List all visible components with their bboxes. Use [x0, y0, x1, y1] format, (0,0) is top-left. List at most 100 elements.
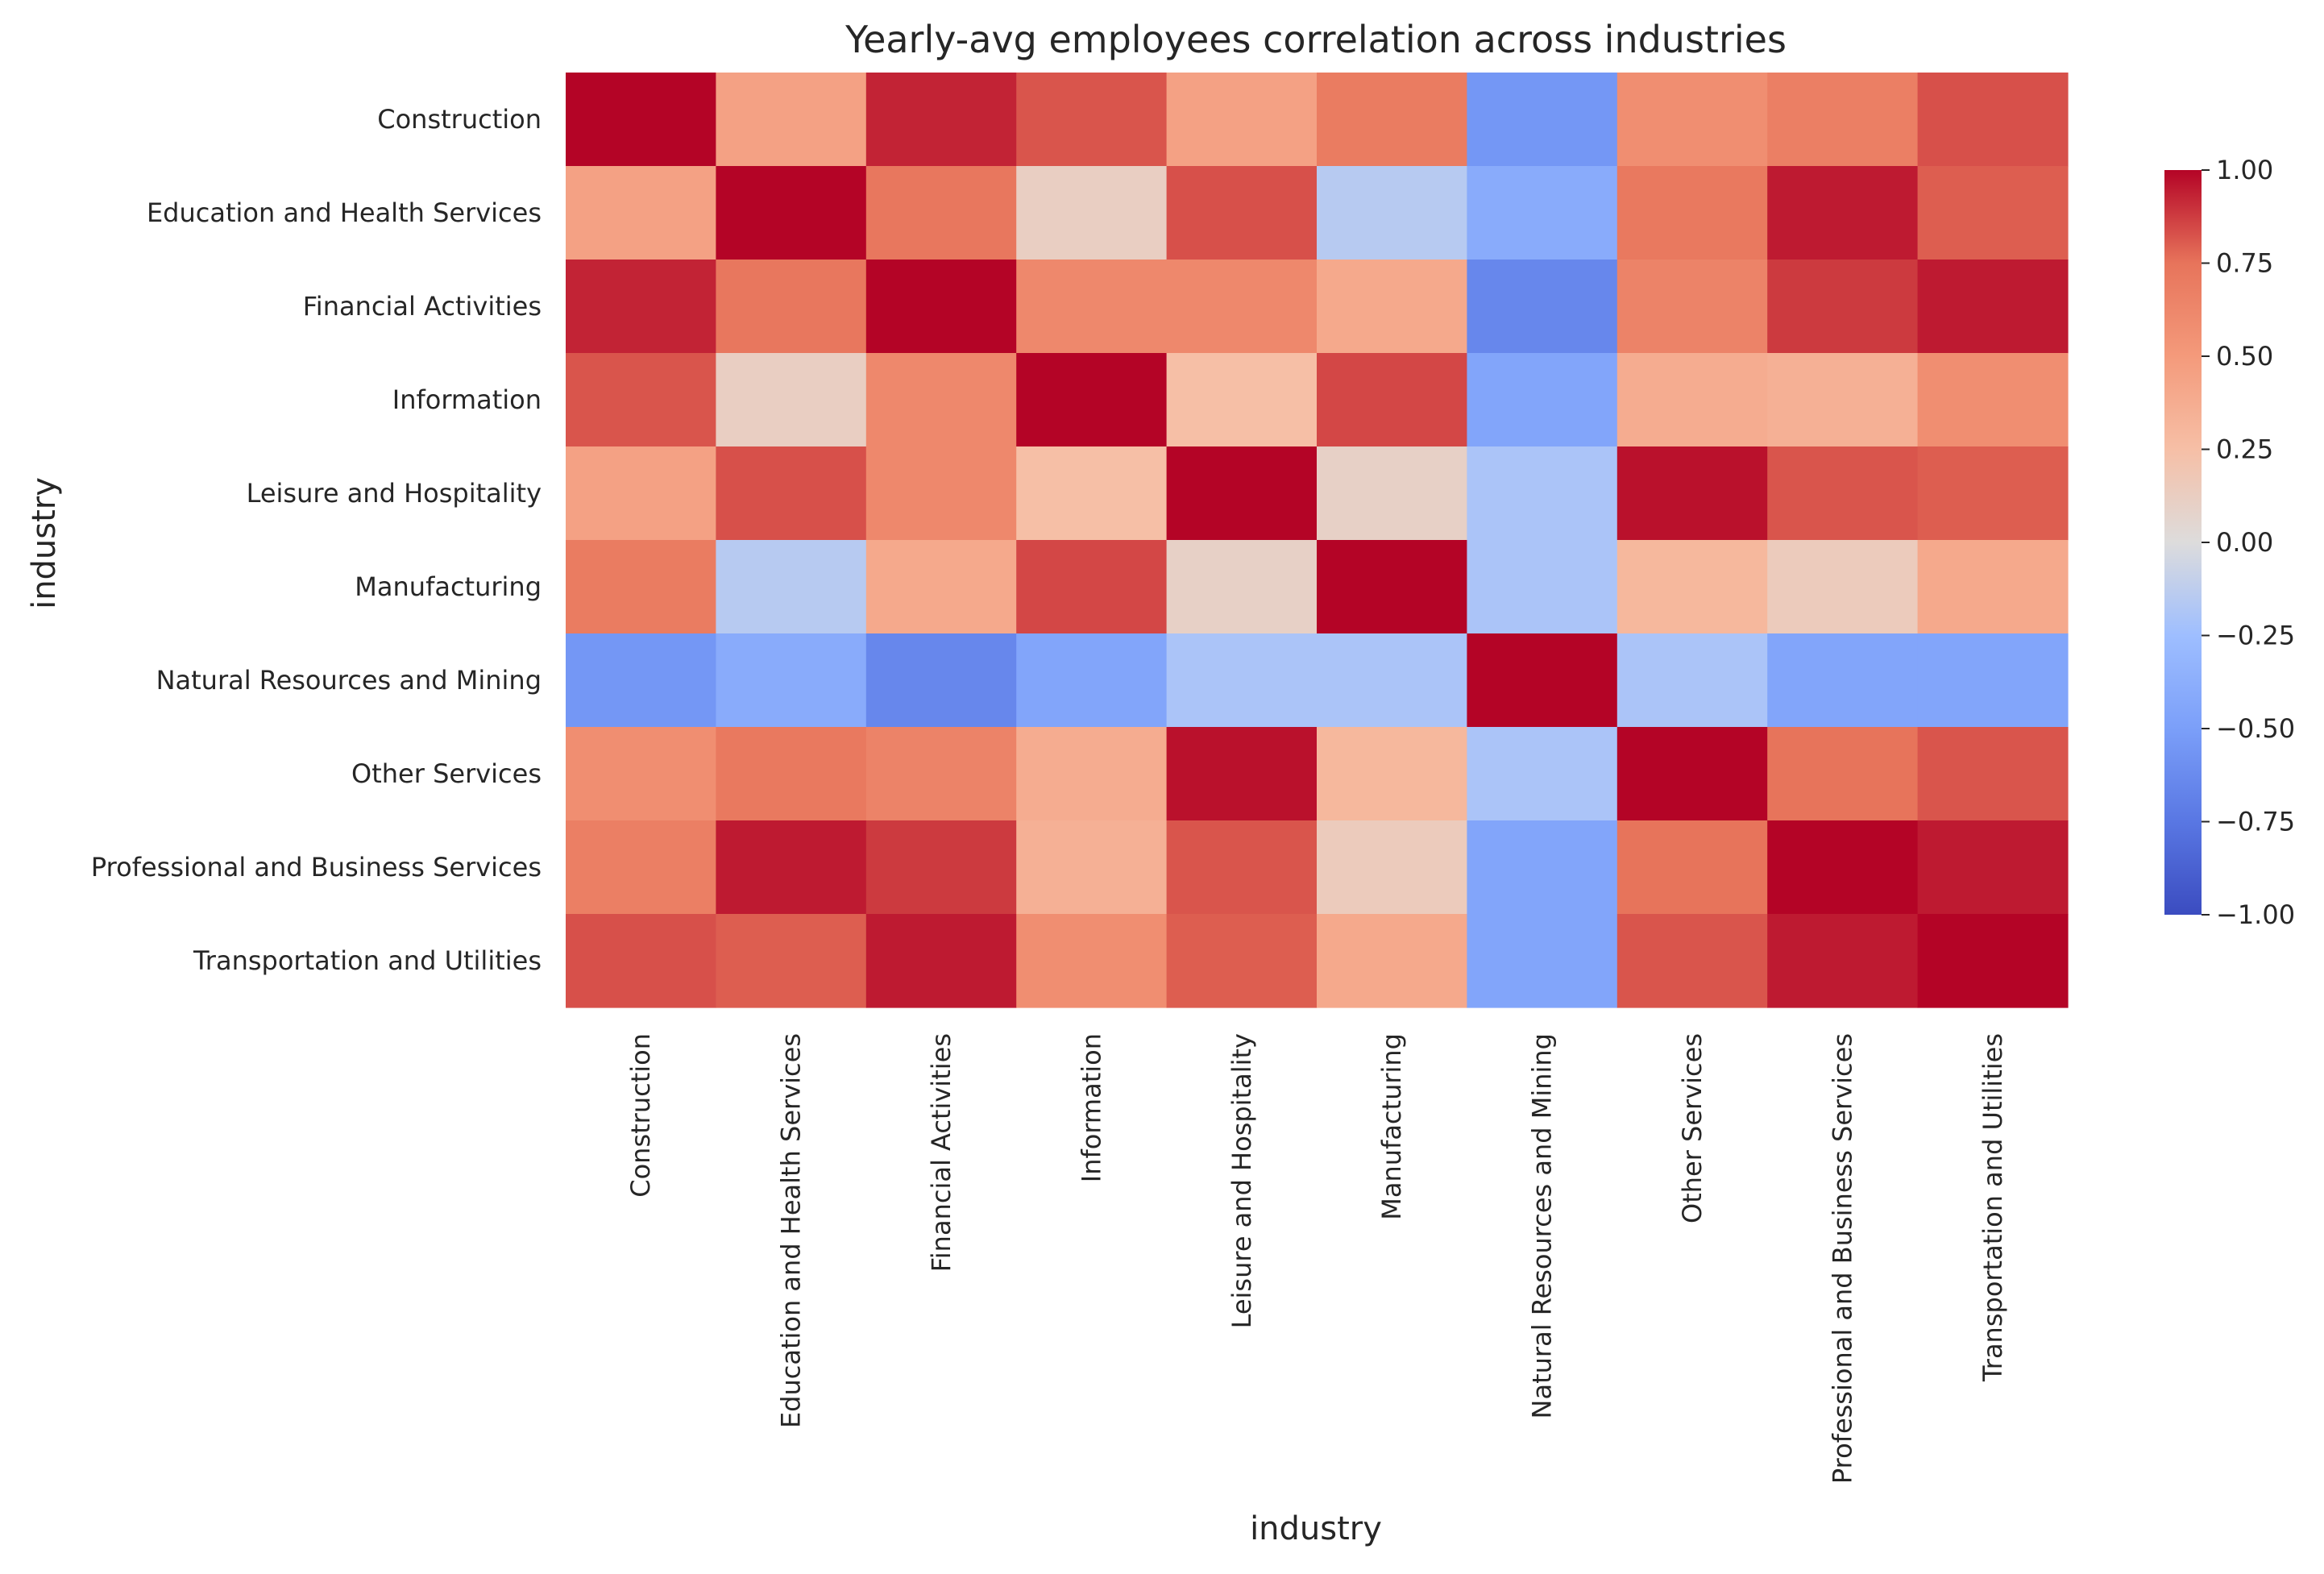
colorbar-tick-label: −0.50 — [2216, 713, 2295, 744]
heatmap-cell — [1016, 914, 1168, 1008]
heatmap-cell — [1166, 633, 1318, 728]
heatmap-cell — [1166, 260, 1318, 354]
heatmap-cell — [1016, 166, 1168, 260]
heatmap-cell — [1616, 353, 1768, 447]
heatmap-cell — [566, 727, 716, 821]
heatmap-cell — [1767, 260, 1919, 354]
heatmap-cell — [1317, 914, 1467, 1008]
heatmap-cell — [865, 540, 1017, 634]
heatmap-cell — [865, 73, 1017, 167]
heatmap-cell — [1317, 633, 1467, 728]
chart-title: Yearly-avg employees correlation across … — [845, 18, 1787, 61]
heatmap-cell — [1166, 914, 1318, 1008]
heatmap-cell — [1016, 260, 1168, 354]
heatmap-cell — [1467, 914, 1618, 1008]
heatmap-cell — [1467, 446, 1618, 541]
heatmap-cell — [1767, 540, 1919, 634]
colorbar-tick-label: 0.25 — [2216, 434, 2273, 465]
heatmap-cell — [1616, 73, 1768, 167]
x-tick-labels: Construction Education and Health Service… — [625, 1033, 2008, 1484]
heatmap-cell — [566, 914, 716, 1008]
heatmap-cell — [1616, 633, 1768, 728]
heatmap-cell — [1767, 166, 1919, 260]
heatmap-cell — [1317, 73, 1467, 167]
heatmap-cell — [1166, 166, 1318, 260]
heatmap-cell — [1016, 727, 1168, 821]
heatmap-cell — [865, 727, 1017, 821]
heatmap-cell — [1767, 727, 1919, 821]
heatmap-cell — [1166, 540, 1318, 634]
heatmap-cell — [1467, 727, 1618, 821]
heatmap-cell — [716, 446, 867, 541]
heatmap-cell — [1767, 73, 1919, 167]
heatmap-cell — [716, 540, 867, 634]
x-axis-label: industry — [1250, 1510, 1382, 1547]
heatmap-cell — [1616, 260, 1768, 354]
heatmap-cell — [566, 260, 716, 354]
heatmap-cell — [1917, 540, 2069, 634]
y-tick-label: Professional and Business Services — [91, 852, 542, 883]
heatmap-cell — [566, 820, 716, 915]
colorbar-tick-label: 1.00 — [2216, 155, 2273, 185]
heatmap-cell — [865, 914, 1017, 1008]
y-tick-label: Financial Activities — [303, 291, 542, 322]
heatmap-cell — [566, 446, 716, 541]
heatmap-cell — [1317, 260, 1467, 354]
heatmap-cell — [566, 633, 716, 728]
heatmap-cell — [865, 820, 1017, 915]
heatmap-cell — [1917, 914, 2069, 1008]
heatmap-cell — [1166, 820, 1318, 915]
heatmap-cell — [1166, 727, 1318, 821]
heatmap-cell — [566, 540, 716, 634]
heatmap-cell — [716, 633, 867, 728]
heatmap-cell — [716, 727, 867, 821]
heatmap-cell — [566, 73, 716, 167]
heatmap-cell — [1767, 914, 1919, 1008]
y-tick-label: Education and Health Services — [147, 197, 542, 228]
heatmap-cell — [1467, 633, 1618, 728]
y-tick-label: Construction — [377, 104, 542, 135]
heatmap-cell — [1016, 353, 1168, 447]
colorbar-tick-label: 0.75 — [2216, 248, 2273, 279]
x-tick-label: Construction — [625, 1033, 656, 1198]
y-tick-label: Transportation and Utilities — [193, 945, 542, 976]
heatmap-cell — [716, 353, 867, 447]
heatmap-cell — [1917, 633, 2069, 728]
heatmap-cell — [716, 914, 867, 1008]
y-tick-labels: Construction Education and Health Service… — [91, 104, 542, 976]
colorbar-tick-label: 0.50 — [2216, 341, 2273, 372]
heatmap-cell — [716, 73, 867, 167]
heatmap-cell — [1467, 353, 1618, 447]
heatmap-cell — [1917, 820, 2069, 915]
heatmap-cell — [1616, 727, 1768, 821]
y-tick-label: Leisure and Hospitality — [247, 478, 542, 509]
y-tick-label: Information — [392, 384, 542, 415]
heatmap-cell — [1917, 727, 2069, 821]
x-tick-label: Transportation and Utilities — [1977, 1033, 2008, 1382]
x-tick-label: Natural Resources and Mining — [1527, 1033, 1558, 1418]
heatmap-cell — [1467, 73, 1618, 167]
y-tick-label: Manufacturing — [355, 571, 542, 602]
colorbar-tick-label: −0.25 — [2216, 621, 2295, 651]
x-tick-label: Financial Activities — [926, 1033, 957, 1272]
colorbar-tick-label: −0.75 — [2216, 807, 2295, 837]
heatmap-cell — [1767, 353, 1919, 447]
heatmap-cell — [1467, 540, 1618, 634]
colorbar-tick-label: 0.00 — [2216, 527, 2273, 558]
colorbar-ticks: 1.00 0.75 0.50 0.25 0.00 −0.25 −0.50 −0.75 −1.00 — [2202, 155, 2295, 930]
heatmap-cell — [1616, 166, 1768, 260]
heatmap-cell — [1317, 727, 1467, 821]
heatmap-cell — [1616, 820, 1768, 915]
heatmap-cell — [1767, 446, 1919, 541]
heatmap-cell — [1016, 446, 1168, 541]
x-tick-label: Professional and Business Services — [1827, 1033, 1857, 1484]
heatmap-cell — [1317, 166, 1467, 260]
heatmap-cell — [865, 260, 1017, 354]
x-tick-label: Manufacturing — [1376, 1033, 1407, 1220]
heatmap-cell — [1016, 820, 1168, 915]
x-tick-label: Other Services — [1677, 1033, 1708, 1223]
x-tick-label: Information — [1076, 1033, 1106, 1182]
y-tick-label: Other Services — [351, 758, 542, 789]
